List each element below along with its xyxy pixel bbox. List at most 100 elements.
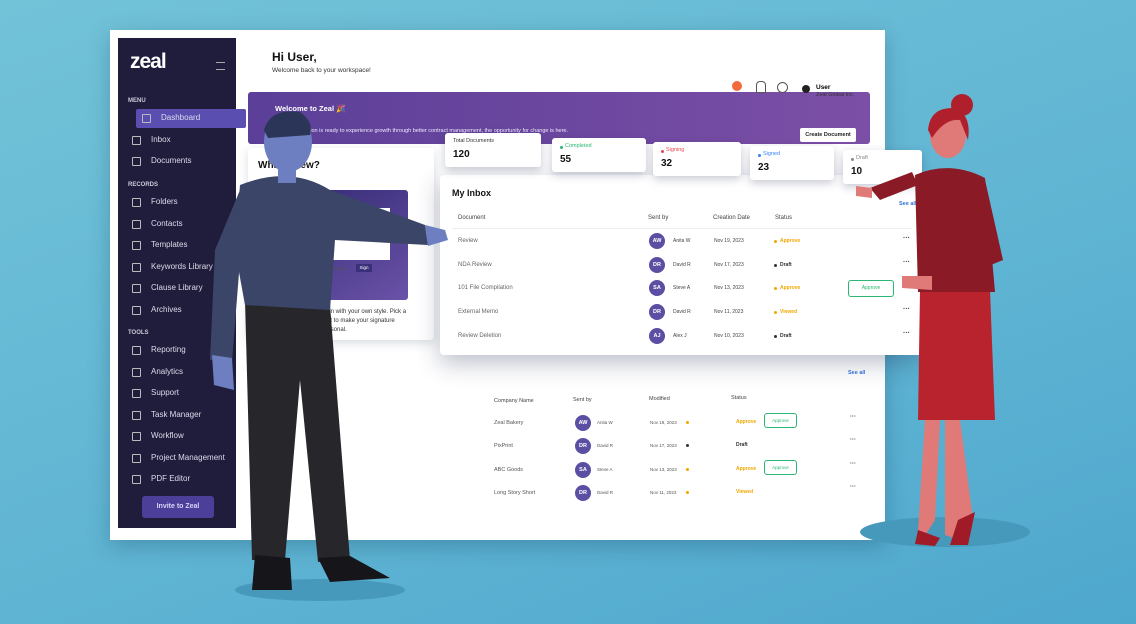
column-header: Status	[731, 395, 747, 401]
status: Approve	[736, 465, 757, 472]
company-name: Long Story Short	[494, 489, 536, 496]
column-header: Status	[775, 215, 793, 221]
company-name: ABC Goods	[494, 466, 524, 473]
more-menu[interactable]: ···	[850, 483, 856, 490]
more-menu[interactable]: ···	[903, 306, 910, 314]
stat-label: Draft	[856, 155, 868, 161]
document-name: External Memo	[458, 309, 499, 316]
column-header: Creation Date	[713, 215, 751, 221]
shadow	[235, 579, 405, 601]
stat-label: Total Documents	[453, 138, 494, 144]
logo: zeal	[130, 50, 167, 73]
stat-card	[653, 142, 741, 176]
nav-icon	[132, 389, 141, 398]
shadow	[860, 517, 1030, 547]
company-name: PixPrint	[494, 443, 513, 450]
status: Viewed	[780, 309, 798, 316]
more-menu[interactable]: ···	[903, 235, 910, 242]
cancel-button[interactable]: Cancel	[333, 266, 348, 271]
nav-icon	[132, 241, 141, 250]
more-menu[interactable]: ···	[850, 414, 856, 420]
more-menu[interactable]: ···	[850, 437, 856, 444]
column-header: Sent by	[573, 397, 592, 403]
more-menu[interactable]: ···	[903, 258, 910, 266]
notification-icon	[732, 81, 742, 91]
inbox-card	[440, 175, 922, 355]
section-label: RECORDS	[128, 182, 159, 188]
help-icon	[777, 82, 788, 93]
date: Nov 19, 2023	[650, 420, 677, 425]
nav-item[interactable]: Project Management	[151, 452, 225, 462]
nav-item[interactable]: PDF Editor	[151, 474, 191, 483]
approve-button[interactable]: Approve	[848, 280, 894, 298]
date: Nov 13, 2023	[650, 466, 677, 472]
stat-value: 55	[560, 154, 572, 165]
nav-item[interactable]: Contacts	[151, 218, 183, 228]
sender: David R	[597, 443, 614, 449]
nav-item[interactable]: Keywords Library	[151, 261, 213, 271]
nav-icon	[132, 135, 141, 145]
stat-value: 23	[758, 162, 770, 173]
status: Draft	[780, 332, 792, 339]
nav-item[interactable]: Templates	[151, 240, 188, 249]
nav-icon	[132, 453, 141, 463]
stat-dot	[661, 150, 664, 153]
inbox-see-all[interactable]: See all	[899, 201, 917, 207]
nav-icon	[132, 157, 141, 166]
date: Nov 17, 2023	[650, 443, 677, 449]
nav-icon	[132, 219, 141, 229]
column-header: Company Name	[494, 398, 534, 404]
sign-button[interactable]: Sign	[356, 264, 372, 272]
nav-item[interactable]: Reporting	[151, 345, 186, 354]
invite-button[interactable]: Invite to Zeal	[142, 496, 214, 518]
stat-dot	[560, 146, 563, 149]
column-header: Sent by	[648, 215, 669, 221]
date: Nov 13, 2023	[714, 285, 744, 292]
nav-icon	[132, 262, 141, 272]
nav-item[interactable]: Support	[151, 388, 180, 397]
status: Draft	[780, 261, 792, 268]
stat-card	[445, 133, 541, 167]
column-header: Document	[458, 215, 486, 221]
stat-label: Signed	[763, 151, 781, 157]
create-document-button[interactable]: Create Document	[800, 128, 856, 142]
nav-icon	[132, 346, 141, 355]
section-label: MENU	[128, 98, 146, 104]
subtitle: Welcome back to your workspace!	[272, 67, 371, 74]
more-menu[interactable]: ···	[903, 282, 910, 290]
nav-icon	[132, 432, 141, 441]
approve-button[interactable]: Approve	[764, 413, 797, 428]
menu-toggle[interactable]	[216, 62, 225, 70]
approve-button[interactable]: Approve	[764, 459, 797, 475]
nav-item[interactable]: Analytics	[151, 366, 184, 376]
company-name: Zeal Bakery	[494, 420, 524, 426]
nav-item[interactable]: Folders	[151, 197, 178, 206]
avatar: AW	[649, 233, 665, 249]
date: Nov 11, 2023	[650, 489, 677, 495]
avatar: AJ	[649, 327, 665, 344]
avatar: DR	[649, 256, 665, 273]
nav-item[interactable]: Archives	[151, 304, 182, 314]
nav-item[interactable]: Documents	[151, 156, 192, 165]
avatar: DR	[575, 484, 591, 501]
more-menu[interactable]: ···	[850, 460, 856, 467]
stat-dot	[851, 158, 854, 161]
sender: Anita W	[673, 238, 691, 244]
status-dot	[774, 311, 777, 315]
companies-see-all[interactable]: See all	[848, 370, 866, 376]
nav-item[interactable]: Dashboard	[161, 113, 201, 122]
more-menu[interactable]: ···	[903, 329, 910, 337]
nav-item[interactable]: Task Manager	[151, 409, 202, 419]
signature-box	[330, 208, 390, 260]
status-dot	[686, 444, 689, 448]
date: Nov 10, 2023	[714, 332, 744, 339]
nav-item[interactable]: Clause Library	[151, 283, 203, 292]
nav-icon	[132, 410, 141, 420]
sender: Alex J	[673, 332, 687, 339]
nav-item[interactable]: Inbox	[151, 134, 171, 144]
nav-icon	[132, 475, 141, 484]
status: Approve	[780, 238, 801, 244]
nav-item[interactable]: Workflow	[151, 431, 184, 440]
user-company: Zeal Global Inc.	[816, 92, 855, 98]
stat-label: Completed	[565, 143, 592, 149]
